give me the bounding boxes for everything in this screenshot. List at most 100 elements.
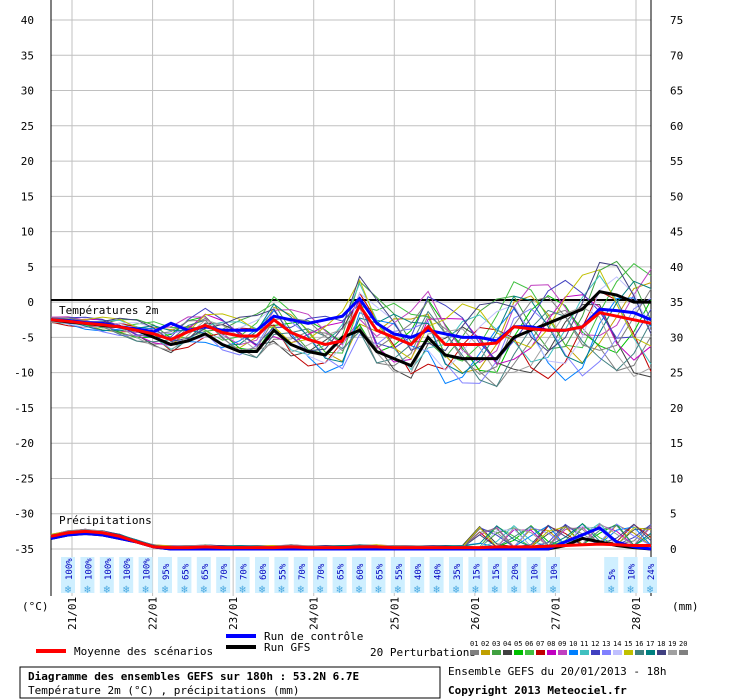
temperature-tick-label: -10 <box>14 367 34 380</box>
snowflake-icon: ❄ <box>375 583 382 596</box>
snow-probability-value: 40% <box>434 563 444 580</box>
snow-probability-value: 15% <box>492 563 502 580</box>
perturbation-id: 12 <box>591 640 599 648</box>
perturbation-id: 06 <box>525 640 533 648</box>
snow-probability-value: 100% <box>143 558 153 580</box>
snow-probability-cell <box>216 557 231 593</box>
temperature-tick-label: -20 <box>14 437 34 450</box>
perturbation-temperature-line <box>50 299 652 379</box>
precipitation-tick-label: 70 <box>670 49 683 62</box>
date-label: 21/01 <box>66 597 79 630</box>
snow-probability-value: 65% <box>181 563 191 580</box>
perturbation-swatch <box>536 650 545 655</box>
precipitation-tick-label: 25 <box>670 367 683 380</box>
precipitation-unit: (mm) <box>672 600 699 613</box>
snow-probability-cell <box>80 557 95 593</box>
snow-probability-value: 35% <box>453 563 463 580</box>
snowflake-icon: ❄ <box>627 583 634 596</box>
perturbation-id: 11 <box>580 640 588 648</box>
temperature-tick-label: -5 <box>21 331 34 344</box>
temperature-tick-label: -25 <box>14 472 34 485</box>
precipitation-tick-label: 15 <box>670 437 683 450</box>
perturbation-temperature-line <box>50 282 652 374</box>
snow-probability-cell <box>546 557 560 593</box>
temperature-tick-label: 5 <box>27 261 34 274</box>
perturbation-id: 05 <box>514 640 522 648</box>
snowflake-icon: ❄ <box>608 583 615 596</box>
perturbation-swatch <box>547 650 556 655</box>
perturbation-swatch <box>679 650 688 655</box>
footer-title: Diagramme des ensembles GEFS sur 180h : … <box>28 670 359 683</box>
snowflake-icon: ❄ <box>647 583 654 596</box>
snow-probability-value: 55% <box>395 563 405 580</box>
snow-probability-cell <box>313 557 328 593</box>
temperature-tick-label: -30 <box>14 508 34 521</box>
perturbation-legend: 01 02 03 04 05 06 07 08 09 10 11 12 13 14 15 16 17 18 19 20 <box>470 640 688 655</box>
snow-probability-value: 10% <box>628 563 638 580</box>
snow-probability-cell <box>390 557 405 593</box>
date-label: 27/01 <box>549 597 562 630</box>
snowflake-icon: ❄ <box>511 583 518 596</box>
snow-probability-cell <box>604 557 619 593</box>
precipitation-tick-label: 30 <box>670 331 683 344</box>
snow-probability-value: 10% <box>531 563 541 580</box>
perturbation-id: 19 <box>668 640 676 648</box>
zero-line <box>51 299 651 301</box>
snowflake-icon: ❄ <box>259 583 266 596</box>
snowflake-icon: ❄ <box>472 583 479 596</box>
perturbation-id: 07 <box>536 640 544 648</box>
snowflake-icon: ❄ <box>239 583 246 596</box>
snow-probability-cell <box>371 557 386 593</box>
snow-probability-cell <box>274 557 289 593</box>
legend-gfs-label: Run GFS <box>264 641 310 654</box>
perturbation-swatch <box>525 650 534 655</box>
snowflake-icon: ❄ <box>200 583 207 596</box>
snow-probability-value: 15% <box>472 563 482 580</box>
perturbation-id: 20 <box>679 640 687 648</box>
snow-probability-value: 70% <box>240 563 250 580</box>
snow-probability-value: 20% <box>511 563 521 580</box>
perturbation-swatch <box>503 650 512 655</box>
precipitation-tick-label: 35 <box>670 296 683 309</box>
snowflake-icon: ❄ <box>220 583 227 596</box>
snow-probability-cell <box>293 557 308 593</box>
legend-mean-label: Moyenne des scénarios <box>74 645 213 658</box>
snow-probability-value: 60% <box>356 563 366 580</box>
snowflake-icon: ❄ <box>530 583 537 596</box>
perturbation-id: 13 <box>602 640 610 648</box>
precipitation-tick-label: 75 <box>670 14 683 27</box>
snow-probability-cell <box>468 557 483 593</box>
perturbation-id: 08 <box>547 640 555 648</box>
perturbation-swatch <box>657 650 666 655</box>
snowflake-icon: ❄ <box>491 583 498 596</box>
perturbation-id: 01 <box>470 640 478 648</box>
snow-probability-value: 65% <box>375 563 385 580</box>
date-label: 25/01 <box>388 597 401 630</box>
snowflake-icon: ❄ <box>297 583 304 596</box>
snowflake-icon: ❄ <box>84 583 91 596</box>
series-temperature-line <box>50 289 651 368</box>
snow-probability-value: 100% <box>65 558 75 580</box>
snow-probability-value: 100% <box>84 558 94 580</box>
series-temperature-line <box>50 302 652 347</box>
temperature-tick-label: 35 <box>21 49 34 62</box>
legend-perturbations-label: 20 Perturbations <box>370 646 476 659</box>
snow-probability-cell <box>487 557 502 593</box>
temperature-tick-label: 0 <box>27 296 34 309</box>
snowflake-icon: ❄ <box>162 583 169 596</box>
date-label: 23/01 <box>227 597 240 630</box>
snow-probability-cell <box>196 557 211 593</box>
snow-probability-cell <box>643 557 657 593</box>
snow-probability-value: 70% <box>298 563 308 580</box>
snowflake-icon: ❄ <box>453 583 460 596</box>
snow-probability-cell <box>158 557 172 593</box>
snowflake-icon: ❄ <box>356 583 363 596</box>
snowflake-icon: ❄ <box>278 583 285 596</box>
snow-probability-cell <box>119 557 134 593</box>
perturbation-id: 10 <box>569 640 577 648</box>
snow-probability-value: 55% <box>278 563 288 580</box>
perturbation-swatch <box>646 650 655 655</box>
precipitation-tick-label: 0 <box>670 543 677 556</box>
snow-probability-cell <box>99 557 114 593</box>
